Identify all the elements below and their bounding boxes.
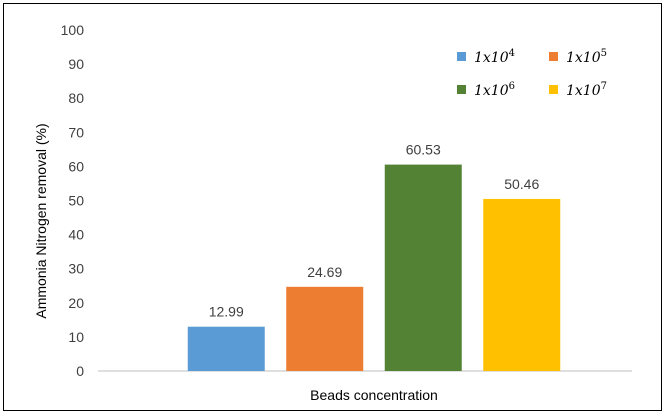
y-tick-label: 80	[68, 90, 84, 106]
y-tick-label: 0	[76, 363, 84, 379]
data-label: 60.53	[406, 142, 441, 158]
legend-label: 1x104	[474, 48, 515, 66]
x-axis-label: Beads concentration	[310, 387, 438, 403]
legend-swatch	[457, 52, 466, 61]
data-label: 12.99	[209, 304, 244, 320]
bars	[187, 164, 561, 371]
data-label: 24.69	[307, 264, 342, 280]
y-tick-label: 60	[68, 158, 84, 174]
legend-label: 1x105	[566, 48, 607, 66]
legend-swatch	[457, 85, 466, 94]
bar	[384, 164, 462, 371]
legend-swatch	[549, 52, 558, 61]
y-tick-label: 90	[68, 56, 84, 72]
y-tick-label: 50	[68, 193, 84, 209]
bar	[187, 326, 265, 371]
legend: 1x104 1x105 1x106 1x107	[457, 48, 607, 99]
legend-label: 1x107	[566, 81, 607, 99]
y-tick-label: 10	[68, 329, 84, 345]
y-tick-label: 30	[68, 261, 84, 277]
y-tick-label: 70	[68, 124, 84, 140]
data-label: 50.46	[504, 176, 539, 192]
bar	[483, 198, 561, 371]
y-tick-label: 100	[61, 22, 85, 38]
data-labels: 12.99 24.69 60.53 50.46	[209, 142, 540, 320]
bar	[286, 286, 364, 371]
y-axis-ticks: 0 10 20 30 40 50 60 70 80 90 100	[61, 22, 85, 379]
legend-swatch	[549, 85, 558, 94]
y-tick-label: 40	[68, 227, 84, 243]
y-axis-label: Ammonia Nitrogen removal (%)	[33, 123, 49, 318]
legend-label: 1x106	[474, 81, 515, 99]
y-tick-label: 20	[68, 295, 84, 311]
